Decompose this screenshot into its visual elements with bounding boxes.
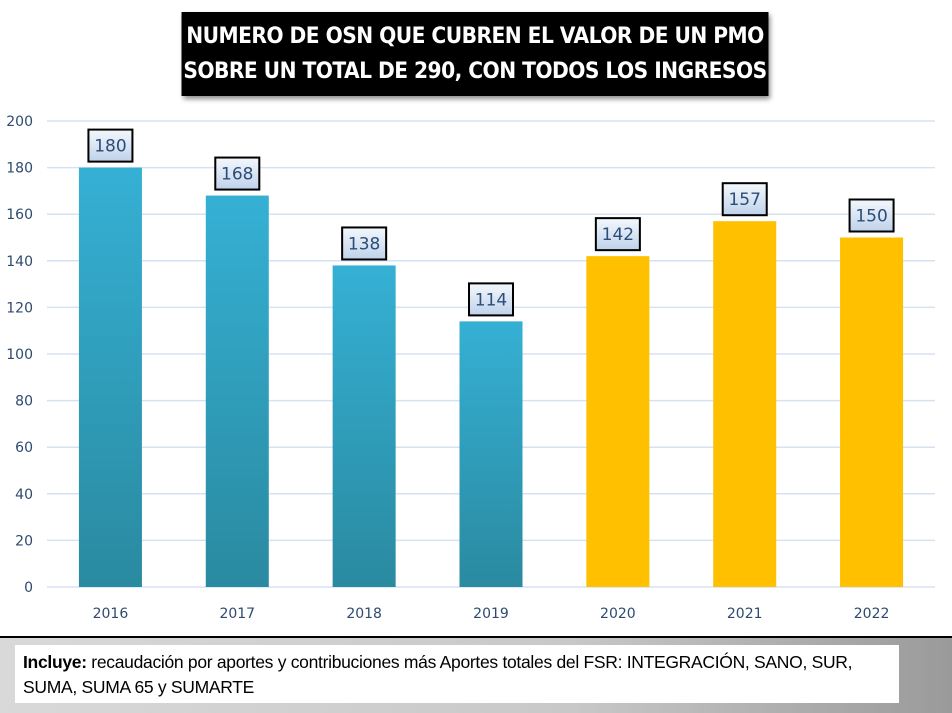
- y-tick-label: 20: [15, 533, 33, 549]
- x-tick-label: 2021: [727, 606, 763, 622]
- bars: [78, 167, 904, 587]
- data-label-2021: 157: [721, 182, 768, 217]
- x-tick-label: 2018: [346, 606, 382, 622]
- y-tick-label: 120: [6, 300, 33, 316]
- x-tick-label: 2020: [600, 606, 636, 622]
- y-tick-label: 200: [6, 114, 33, 130]
- data-label-text: 138: [348, 234, 380, 254]
- data-label-2018: 138: [341, 226, 388, 261]
- data-label-2017: 168: [214, 156, 261, 191]
- bar-2016: [78, 167, 142, 587]
- footer-note-text: recaudación por aportes y contribuciones…: [23, 652, 853, 697]
- footer-note: Incluye: recaudación por aportes y contr…: [15, 645, 899, 703]
- bar-2020: [586, 256, 650, 587]
- data-label-box: [468, 282, 514, 317]
- y-tick-label: 40: [15, 487, 33, 503]
- data-label-box: [594, 217, 641, 252]
- data-label-2020: 142: [594, 217, 641, 252]
- data-label-box: [214, 156, 261, 191]
- bar-2021: [713, 221, 777, 587]
- chart-title-line-1: NUMERO DE OSN QUE CUBREN EL VALOR DE UN …: [186, 24, 764, 49]
- data-label-text: 168: [221, 165, 253, 185]
- chart-title-line-2: SOBRE UN TOTAL DE 290, CON TODOS LOS ING…: [183, 59, 767, 84]
- x-tick-label: 2022: [854, 606, 890, 622]
- bar-chart: 0 20 40 60 80 100 120 140 160 180 200 180 168 138 114…: [6, 114, 935, 622]
- data-label-text: 157: [728, 190, 760, 210]
- x-axis: 2016 2017 2018 2019 2020 2021 2022: [93, 606, 890, 622]
- y-tick-label: 60: [15, 440, 33, 456]
- x-tick-label: 2019: [473, 606, 509, 622]
- data-label-2016: 180: [87, 128, 134, 163]
- data-label-text: 150: [855, 207, 887, 227]
- x-tick-label: 2016: [93, 606, 129, 622]
- y-tick-label: 180: [6, 161, 33, 177]
- y-tick-label: 140: [6, 254, 33, 270]
- data-label-2022: 150: [848, 198, 895, 233]
- data-label-text: 180: [94, 137, 126, 157]
- data-label-box: [721, 182, 768, 217]
- data-label-box: [87, 128, 134, 163]
- chart-title: NUMERO DE OSN QUE CUBREN EL VALOR DE UN …: [181, 12, 769, 96]
- data-label-text: 142: [602, 225, 634, 245]
- y-tick-label: 160: [6, 207, 33, 223]
- data-labels: 180 168 138 114 142 157 150: [87, 128, 895, 317]
- y-tick-label: 100: [6, 347, 33, 363]
- y-axis: 0 20 40 60 80 100 120 140 160 180 200: [6, 114, 33, 596]
- bar-2022: [840, 237, 904, 587]
- footer-note-label: Incluye:: [23, 652, 87, 672]
- y-tick-label: 0: [24, 580, 33, 596]
- bar-2017: [205, 195, 269, 587]
- data-label-2019: 114: [468, 282, 514, 317]
- data-label-box: [341, 226, 388, 261]
- bar-2019: [459, 321, 523, 587]
- data-label-text: 114: [475, 290, 507, 310]
- data-label-box: [848, 198, 895, 233]
- y-tick-label: 80: [15, 394, 33, 410]
- bar-2018: [332, 265, 396, 587]
- x-tick-label: 2017: [219, 606, 255, 622]
